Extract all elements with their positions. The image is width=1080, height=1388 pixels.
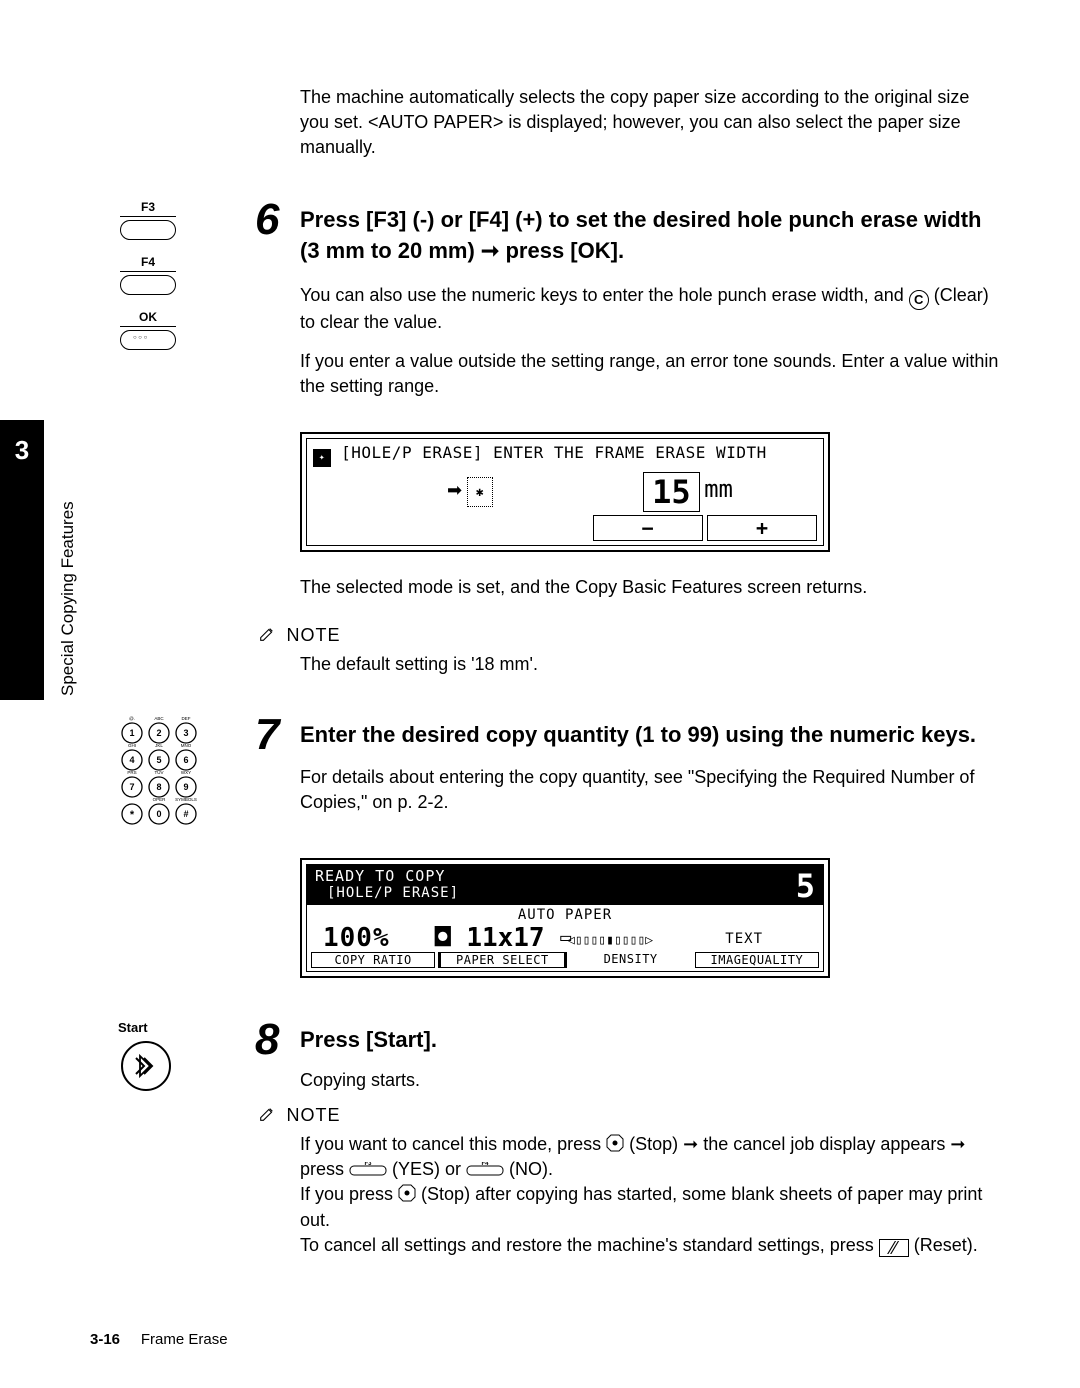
step-6-note-text: The default setting is '18 mm'. bbox=[300, 652, 1000, 677]
svg-text:DEF: DEF bbox=[182, 716, 191, 721]
lcd-mode: [HOLE/P ERASE] bbox=[327, 885, 459, 901]
footer-title: Frame Erase bbox=[141, 1331, 228, 1348]
svg-text:GHI: GHI bbox=[128, 743, 136, 748]
stop-icon bbox=[606, 1134, 624, 1152]
start-button-icon: Start bbox=[118, 1020, 174, 1099]
svg-text:OPER: OPER bbox=[153, 797, 167, 802]
svg-text:#: # bbox=[183, 809, 188, 819]
lcd-unit: mm bbox=[704, 475, 733, 503]
pencil-icon bbox=[258, 1105, 276, 1123]
svg-text:MNO: MNO bbox=[181, 743, 192, 748]
lcd-btn-density: DENSITY bbox=[570, 952, 692, 968]
reset-icon: ⁄⁄ bbox=[879, 1239, 909, 1257]
lcd-ratio: 100% bbox=[323, 923, 390, 953]
numeric-keypad-icon: 1 2 3 4 5 6 7 8 9 * 0 # @. ABC DEF GHI JKL M… bbox=[118, 715, 200, 830]
step-6-para2: If you enter a value outside the setting… bbox=[300, 349, 1000, 399]
svg-text:3: 3 bbox=[183, 728, 188, 738]
svg-text:JKL: JKL bbox=[155, 743, 163, 748]
svg-text:F3: F3 bbox=[365, 1162, 373, 1167]
lcd-btn-paper-select: PAPER SELECT bbox=[438, 952, 566, 968]
page-number: 3-16 bbox=[90, 1331, 120, 1348]
f3-key-icon: F3 bbox=[120, 200, 200, 245]
note-label: NOTE bbox=[286, 625, 340, 645]
lcd-copy-count: 5 bbox=[796, 867, 815, 905]
svg-text:F4: F4 bbox=[482, 1162, 490, 1167]
svg-text:PRS: PRS bbox=[127, 770, 136, 775]
svg-text:4: 4 bbox=[129, 755, 134, 765]
svg-text:7: 7 bbox=[129, 782, 134, 792]
ok-key-icon: OK ○ ○ ○ bbox=[120, 310, 200, 355]
lcd-title: ✦ [HOLE/P ERASE] ENTER THE FRAME ERASE W… bbox=[313, 443, 767, 467]
step-8-heading: Press [Start]. bbox=[300, 1025, 1000, 1056]
step-7-para: For details about entering the copy quan… bbox=[300, 765, 1000, 815]
lcd-auto-paper: AUTO PAPER bbox=[307, 907, 823, 923]
clear-key-icon: C bbox=[909, 290, 929, 310]
step-8-note-2: If you press (Stop) after copying has st… bbox=[300, 1182, 1000, 1232]
step-6-number: 6 bbox=[255, 195, 279, 245]
lcd-minus: − bbox=[593, 515, 703, 541]
page-icon: ➡ ✱ bbox=[447, 477, 493, 507]
svg-text:5: 5 bbox=[156, 755, 161, 765]
stop-icon bbox=[398, 1184, 416, 1202]
lcd-ready-copy: READY TO COPY [HOLE/P ERASE] 5 AUTO PAPE… bbox=[300, 858, 830, 978]
lcd-plus: + bbox=[707, 515, 817, 541]
svg-text:1: 1 bbox=[129, 728, 134, 738]
lcd-value: 15 bbox=[643, 472, 700, 512]
side-tab: 3 bbox=[0, 420, 44, 700]
lcd-text-mode: TEXT bbox=[725, 931, 763, 947]
f3-inline-icon: F3 bbox=[349, 1162, 387, 1176]
svg-text:8: 8 bbox=[156, 782, 161, 792]
svg-text:WXY: WXY bbox=[181, 770, 191, 775]
step-6-heading: Press [F3] (-) or [F4] (+) to set the de… bbox=[300, 205, 1000, 267]
svg-text:@.: @. bbox=[129, 716, 135, 721]
lcd-btn-image-quality: IMAGEQUALITY bbox=[695, 952, 819, 968]
lcd-btn-copy-ratio: COPY RATIO bbox=[311, 952, 435, 968]
step-6-after-lcd: The selected mode is set, and the Copy B… bbox=[300, 575, 1000, 600]
svg-text:9: 9 bbox=[183, 782, 188, 792]
chapter-label: Special Copying Features bbox=[58, 501, 78, 696]
footer: 3-16 Frame Erase bbox=[90, 1331, 228, 1348]
step-8-note-1: If you want to cancel this mode, press (… bbox=[300, 1132, 1000, 1182]
density-bar-icon: ◁▯▯▯▯▮▯▯▯▯▷ bbox=[567, 933, 653, 948]
f4-key-icon: F4 bbox=[120, 255, 200, 300]
svg-text:ABC: ABC bbox=[154, 716, 164, 721]
svg-text:6: 6 bbox=[183, 755, 188, 765]
step-8-para: Copying starts. bbox=[300, 1068, 1000, 1093]
pencil-icon bbox=[258, 625, 276, 643]
lcd-ready: READY TO COPY bbox=[315, 867, 445, 885]
lcd-frame-erase: ✦ [HOLE/P ERASE] ENTER THE FRAME ERASE W… bbox=[300, 432, 830, 552]
step-8-number: 8 bbox=[255, 1015, 279, 1065]
svg-text:SYMBOLS: SYMBOLS bbox=[175, 797, 197, 802]
step-7-heading: Enter the desired copy quantity (1 to 99… bbox=[300, 720, 1000, 751]
lcd-paper-size: 11x17 bbox=[466, 923, 544, 953]
svg-text:0: 0 bbox=[156, 809, 161, 819]
svg-text:TUV: TUV bbox=[155, 770, 164, 775]
step-6-para1: You can also use the numeric keys to ent… bbox=[300, 283, 1000, 335]
svg-text:2: 2 bbox=[156, 728, 161, 738]
f4-inline-icon: F4 bbox=[466, 1162, 504, 1176]
step-7-number: 7 bbox=[255, 710, 279, 760]
note-label: NOTE bbox=[286, 1105, 340, 1125]
svg-text:*: * bbox=[130, 809, 135, 821]
chapter-number: 3 bbox=[0, 435, 44, 466]
intro-paragraph: The machine automatically selects the co… bbox=[300, 85, 1000, 161]
step-8-note-3: To cancel all settings and restore the m… bbox=[300, 1233, 1000, 1258]
